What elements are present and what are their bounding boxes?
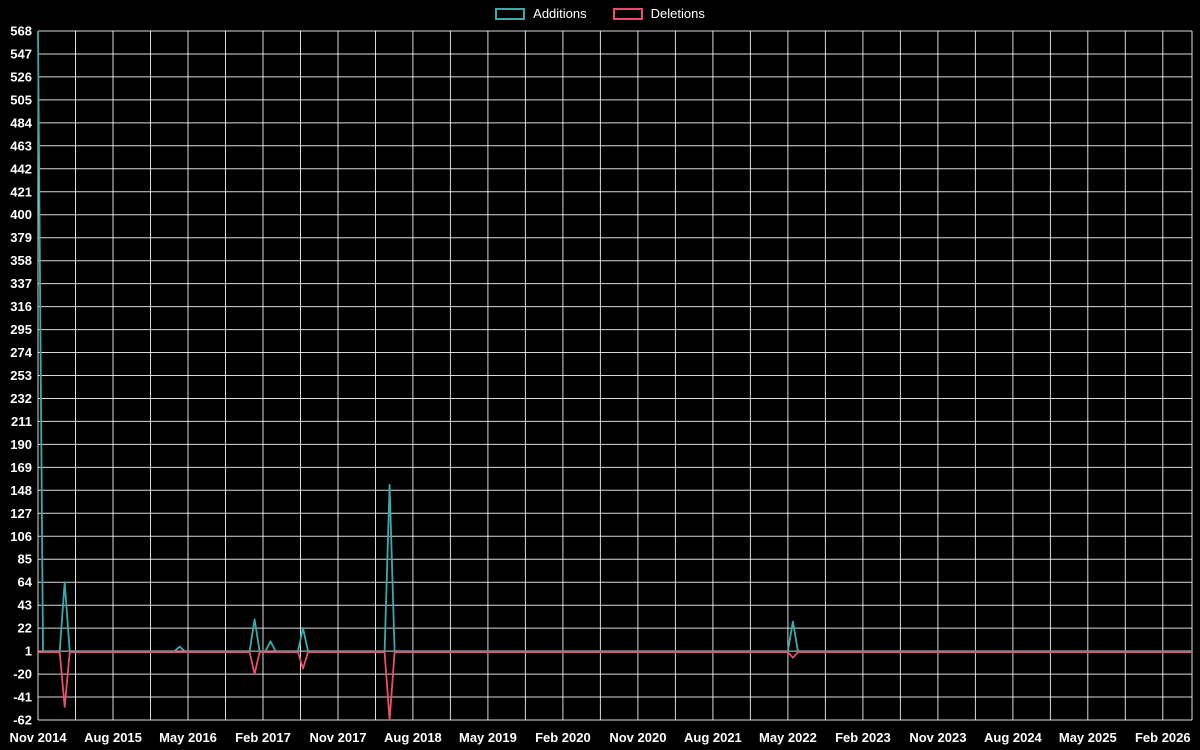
- legend-label-deletions: Deletions: [650, 6, 705, 21]
- svg-text:May 2019: May 2019: [459, 730, 517, 745]
- svg-text:505: 505: [10, 92, 32, 107]
- svg-text:442: 442: [10, 161, 32, 176]
- svg-text:463: 463: [10, 138, 32, 153]
- svg-text:148: 148: [10, 483, 32, 498]
- svg-text:22: 22: [18, 621, 32, 636]
- legend-label-additions: Additions: [533, 6, 587, 21]
- legend-item-deletions[interactable]: Deletions: [612, 6, 705, 21]
- svg-text:-41: -41: [13, 690, 32, 705]
- svg-text:127: 127: [10, 506, 32, 521]
- svg-text:-62: -62: [13, 713, 32, 728]
- svg-text:547: 547: [10, 47, 32, 62]
- svg-text:May 2022: May 2022: [759, 730, 817, 745]
- svg-text:526: 526: [10, 69, 32, 84]
- svg-text:421: 421: [10, 184, 32, 199]
- svg-text:Nov 2014: Nov 2014: [9, 730, 67, 745]
- additions-swatch-icon: [495, 7, 526, 20]
- svg-text:May 2025: May 2025: [1059, 730, 1117, 745]
- svg-text:274: 274: [10, 345, 32, 360]
- svg-text:Nov 2023: Nov 2023: [909, 730, 966, 745]
- svg-text:Aug 2015: Aug 2015: [84, 730, 142, 745]
- svg-text:85: 85: [18, 552, 32, 567]
- svg-text:Nov 2017: Nov 2017: [309, 730, 366, 745]
- svg-text:568: 568: [10, 24, 32, 39]
- svg-text:295: 295: [10, 322, 32, 337]
- svg-text:Aug 2024: Aug 2024: [984, 730, 1043, 745]
- svg-text:211: 211: [11, 414, 32, 429]
- svg-text:316: 316: [10, 299, 32, 314]
- svg-text:232: 232: [10, 391, 32, 406]
- chart-legend: Additions Deletions: [0, 7, 1200, 20]
- svg-text:Feb 2017: Feb 2017: [235, 730, 291, 745]
- svg-text:64: 64: [18, 575, 33, 590]
- svg-text:Feb 2026: Feb 2026: [1135, 730, 1191, 745]
- svg-text:253: 253: [10, 368, 32, 383]
- svg-text:Feb 2023: Feb 2023: [835, 730, 891, 745]
- svg-text:Feb 2020: Feb 2020: [535, 730, 591, 745]
- svg-text:Aug 2021: Aug 2021: [684, 730, 742, 745]
- legend-item-additions[interactable]: Additions: [495, 6, 587, 21]
- svg-text:190: 190: [10, 437, 32, 452]
- svg-text:106: 106: [10, 529, 32, 544]
- svg-text:400: 400: [10, 207, 32, 222]
- svg-text:Aug 2018: Aug 2018: [384, 730, 442, 745]
- svg-text:337: 337: [10, 276, 32, 291]
- svg-text:358: 358: [10, 253, 32, 268]
- svg-text:43: 43: [18, 598, 32, 613]
- svg-text:-20: -20: [13, 667, 32, 682]
- svg-text:May 2016: May 2016: [159, 730, 217, 745]
- svg-text:484: 484: [10, 115, 32, 130]
- svg-text:169: 169: [10, 460, 32, 475]
- deletions-swatch-icon: [612, 7, 643, 20]
- svg-text:1: 1: [25, 644, 32, 659]
- svg-text:Nov 2020: Nov 2020: [609, 730, 666, 745]
- svg-text:379: 379: [10, 230, 32, 245]
